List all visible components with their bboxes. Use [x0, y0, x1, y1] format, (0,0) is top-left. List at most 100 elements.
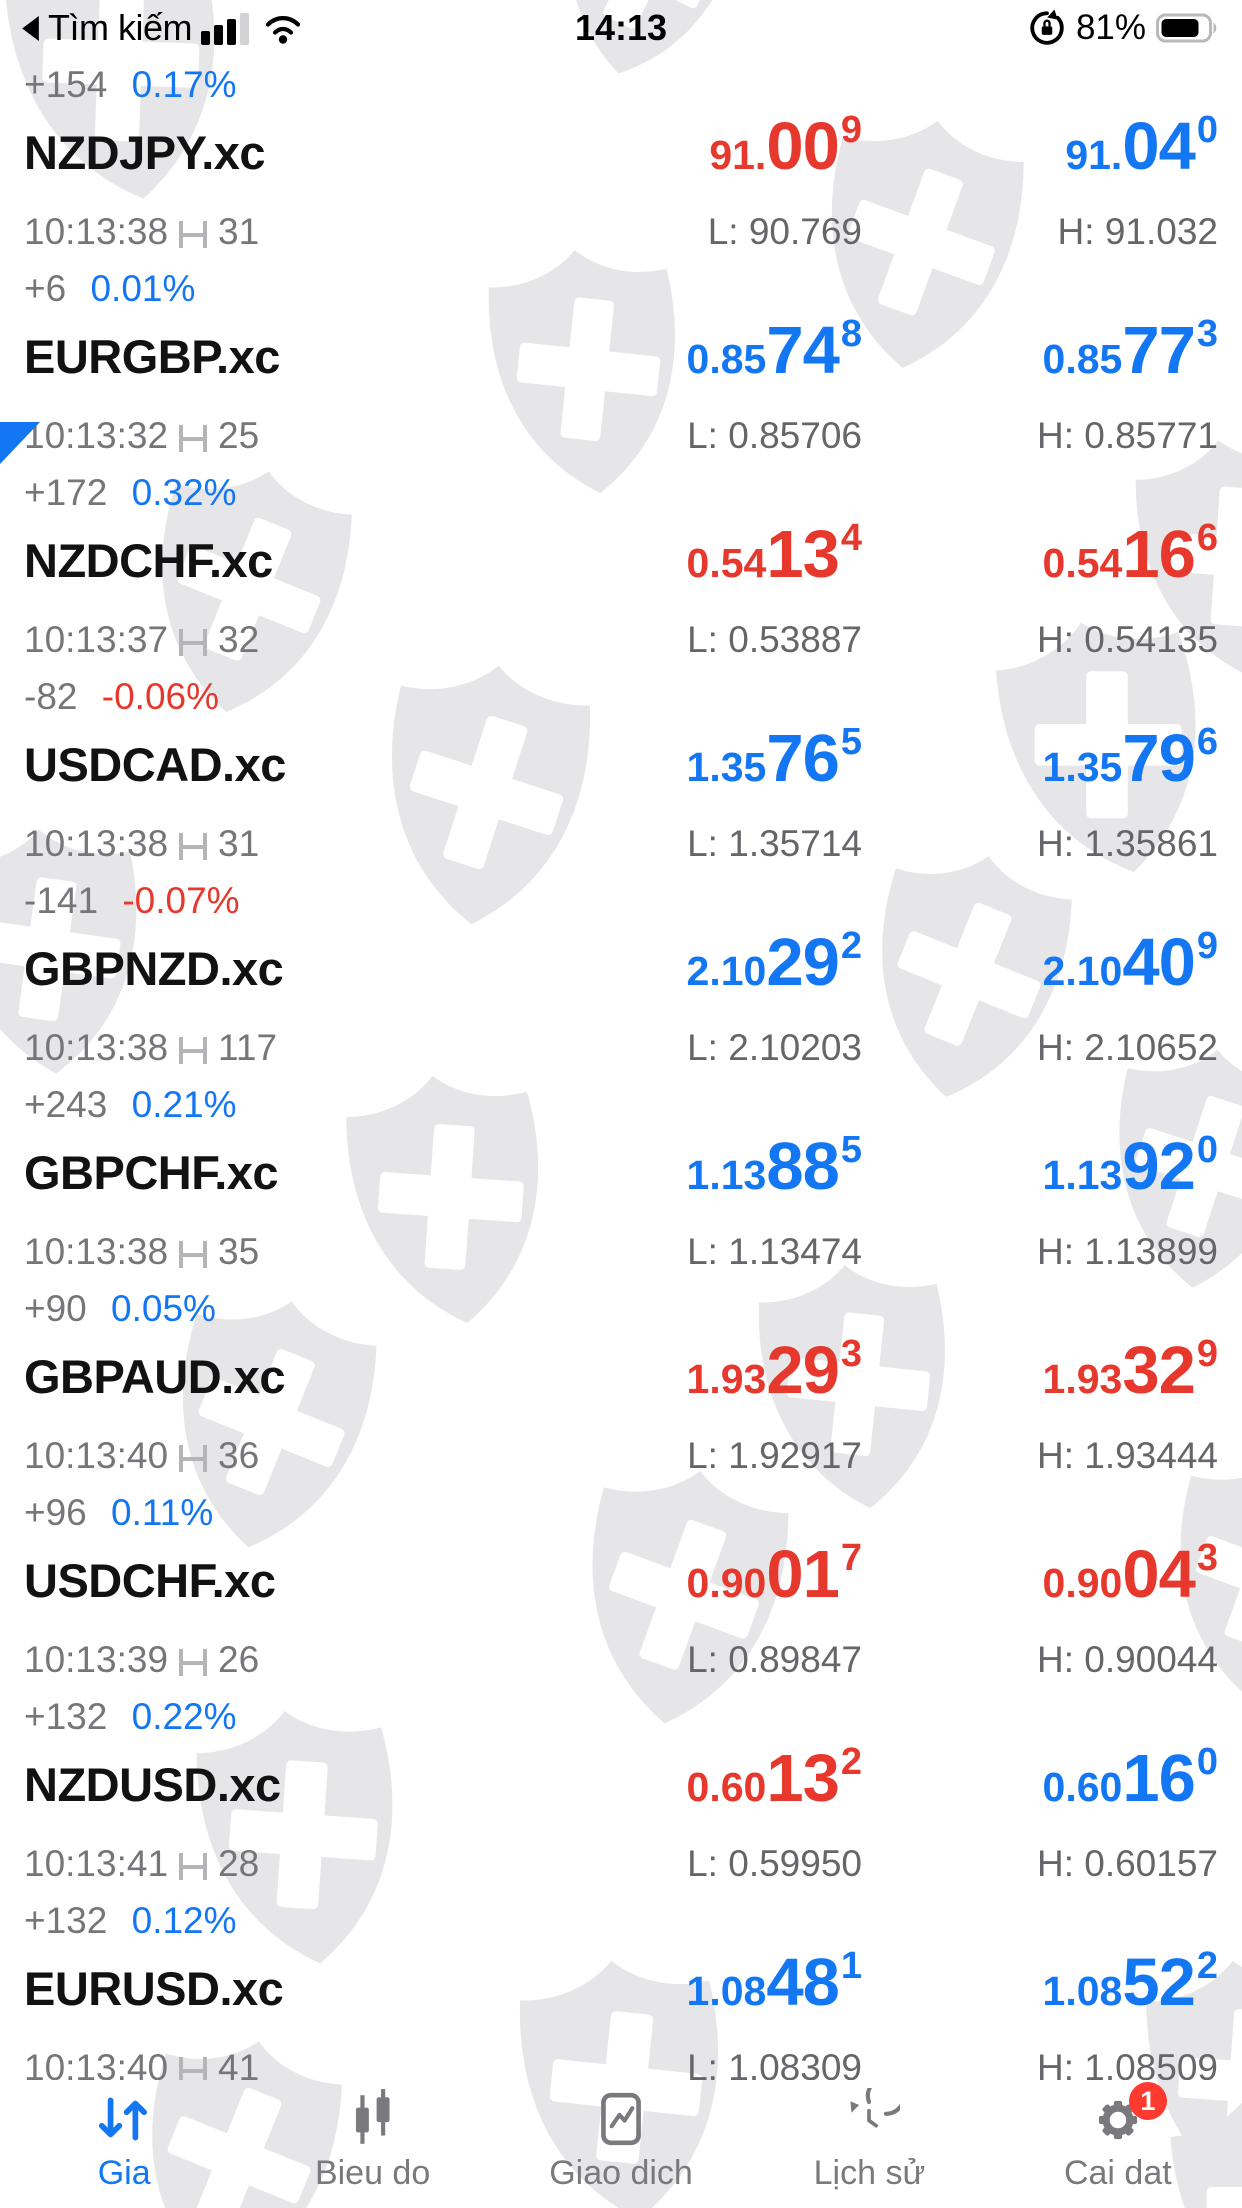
low-label: L: — [687, 1231, 718, 1272]
change-points: +132 — [24, 1696, 108, 1737]
quote-time: 10:13:38 — [24, 1231, 169, 1272]
quote-row[interactable]: +132 0.12% EURUSD.xc 1.08481 1.08522 10:… — [0, 1892, 1242, 2080]
quote-row[interactable]: -82 -0.06% USDCAD.xc 1.35765 1.35796 10:… — [0, 668, 1242, 872]
ask-pip-digit: 0 — [1196, 109, 1218, 151]
quote-time: 10:13:32 — [24, 415, 169, 456]
low-value: 1.35714 — [728, 823, 862, 864]
change-points: +154 — [24, 64, 108, 105]
spread-value: 25 — [218, 415, 260, 456]
bid-pip-digit: 2 — [840, 1741, 862, 1783]
bid-pip-digit: 2 — [840, 925, 862, 967]
ask-prefix: 0.85 — [1042, 336, 1123, 382]
bid-pip-digit: 4 — [840, 517, 862, 559]
bid-price: 2.10292 — [492, 924, 862, 1001]
price-arrows-icon — [93, 2088, 155, 2150]
symbol-name: NZDUSD.xc — [24, 1758, 281, 1811]
quote-row[interactable]: -141 -0.07% GBPNZD.xc 2.10292 2.10409 10… — [0, 872, 1242, 1076]
back-icon — [22, 15, 39, 41]
history-clock-icon — [838, 2088, 901, 2150]
spread-value: 31 — [218, 211, 260, 252]
change-line: -141 -0.07% — [24, 878, 1218, 924]
low-label: L: — [687, 1435, 718, 1476]
bid-main-digits: 00 — [766, 109, 840, 184]
symbol-name: GBPNZD.xc — [24, 942, 284, 995]
quote-row[interactable]: +154 0.17% NZDJPY.xc 91.009 91.040 10:13… — [0, 56, 1242, 260]
bid-pip-digit: 5 — [840, 721, 862, 763]
symbol-name: NZDCHF.xc — [24, 534, 273, 587]
selected-row-marker — [0, 422, 40, 464]
change-line: -82 -0.06% — [24, 674, 1218, 720]
ask-main-digits: 77 — [1122, 313, 1196, 388]
bid-main-digits: 29 — [766, 1333, 840, 1408]
ask-pip-digit: 9 — [1196, 1333, 1218, 1375]
spread-icon — [179, 221, 208, 248]
tab-giao-dich[interactable]: Giao dich — [497, 2080, 745, 2208]
bid-prefix: 2.10 — [686, 948, 767, 994]
high-label: H: — [1036, 2047, 1074, 2080]
ask-pip-digit: 3 — [1196, 1537, 1218, 1579]
high-label: H: — [1036, 823, 1074, 864]
day-high: H: 1.35861 — [862, 820, 1218, 868]
low-label: L: — [687, 415, 718, 456]
time-and-spread: 10:13:38 117 — [24, 1024, 492, 1072]
low-value: 0.89847 — [728, 1639, 862, 1680]
spread-icon — [179, 1445, 208, 1472]
bid-pip-digit: 3 — [840, 1333, 862, 1375]
time-and-spread: 10:13:41 28 — [24, 1840, 492, 1888]
quote-time: 10:13:38 — [24, 823, 169, 864]
quote-time: 10:13:40 — [24, 2047, 169, 2080]
tab-lịch-sử[interactable]: Lịch sử — [745, 2080, 993, 2208]
tab-gia[interactable]: Gia — [0, 2080, 248, 2208]
quote-row[interactable]: +172 0.32% NZDCHF.xc 0.54134 0.54166 10:… — [0, 464, 1242, 668]
rotation-lock-icon — [1030, 9, 1064, 45]
quote-row[interactable]: +96 0.11% USDCHF.xc 0.90017 0.90043 10:1… — [0, 1484, 1242, 1688]
ask-prefix: 1.13 — [1042, 1152, 1123, 1198]
quote-time: 10:13:39 — [24, 1639, 169, 1680]
battery-percent: 81% — [1075, 8, 1146, 47]
day-low: L: 0.53887 — [492, 616, 862, 664]
bid-price: 0.85748 — [492, 312, 862, 389]
low-value: 1.13474 — [728, 1231, 862, 1272]
wifi-icon — [265, 16, 301, 44]
high-value: 0.90044 — [1084, 1639, 1218, 1680]
spread-icon — [179, 1241, 208, 1268]
ask-main-digits: 04 — [1122, 1537, 1196, 1612]
day-high: H: 0.54135 — [862, 616, 1218, 664]
quote-row[interactable]: +243 0.21% GBPCHF.xc 1.13885 1.13920 10:… — [0, 1076, 1242, 1280]
back-app-label: Tìm kiếm — [48, 7, 193, 48]
high-value: 1.08509 — [1084, 2047, 1218, 2080]
change-line: +132 0.12% — [24, 1898, 1218, 1944]
ask-price: 0.54166 — [862, 516, 1218, 593]
low-label: L: — [707, 211, 739, 252]
ask-prefix: 0.90 — [1042, 1560, 1123, 1606]
low-value: 2.10203 — [728, 1027, 862, 1068]
high-value: 0.85771 — [1084, 415, 1218, 456]
bid-prefix: 1.93 — [686, 1356, 767, 1402]
quote-row[interactable]: +6 0.01% EURGBP.xc 0.85748 0.85773 10:13… — [0, 260, 1242, 464]
trade-chart-icon — [590, 2088, 652, 2150]
day-high: H: 91.032 — [862, 208, 1218, 256]
change-percent: 0.32% — [131, 472, 237, 513]
bid-prefix: 0.85 — [686, 336, 767, 382]
ask-prefix: 0.54 — [1042, 540, 1123, 586]
bid-prefix: 0.60 — [686, 1764, 767, 1810]
back-to-app-button[interactable]: Tìm kiếm — [22, 7, 306, 49]
spread-value: 32 — [218, 619, 260, 660]
spread-value: 26 — [218, 1639, 260, 1680]
change-line: +132 0.22% — [24, 1694, 1218, 1740]
symbol-name: NZDJPY.xc — [24, 126, 266, 179]
ask-pip-digit: 9 — [1196, 925, 1218, 967]
tab-cai-dat[interactable]: 1 Cai dat — [994, 2080, 1242, 2208]
ask-pip-digit: 6 — [1196, 517, 1218, 559]
spread-value: 31 — [218, 823, 260, 864]
quote-row[interactable]: +132 0.22% NZDUSD.xc 0.60132 0.60160 10:… — [0, 1688, 1242, 1892]
high-value: 1.13899 — [1084, 1231, 1218, 1272]
bid-pip-digit: 9 — [840, 109, 862, 151]
quote-time: 10:13:37 — [24, 619, 169, 660]
tab-bieu-do[interactable]: Bieu do — [248, 2080, 496, 2208]
day-low: L: 1.13474 — [492, 1228, 862, 1276]
high-label: H: — [1036, 1231, 1074, 1272]
change-percent: 0.17% — [131, 64, 237, 105]
quote-row[interactable]: +90 0.05% GBPAUD.xc 1.93293 1.93329 10:1… — [0, 1280, 1242, 1484]
bid-price: 1.13885 — [492, 1128, 862, 1205]
